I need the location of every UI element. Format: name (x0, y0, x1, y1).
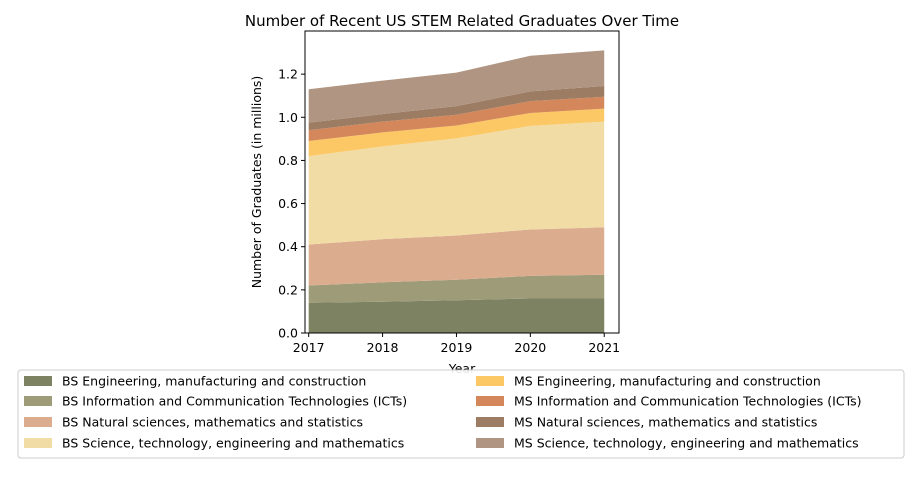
legend-swatch (24, 438, 52, 448)
chart-title: Number of Recent US STEM Related Graduat… (245, 12, 679, 30)
legend-swatch (476, 417, 504, 427)
x-axis: 2017 2018 2019 2020 2021 (293, 333, 620, 355)
legend-item: MS Natural sciences, mathematics and sta… (476, 415, 817, 430)
area-series-group (308, 50, 605, 333)
x-tick-label: 2021 (588, 340, 620, 355)
y-tick-label: 1.2 (278, 67, 298, 82)
y-tick-label: 0.8 (278, 153, 298, 168)
legend-label: BS Science, technology, engineering and … (62, 436, 404, 451)
legend-box (17, 369, 905, 459)
legend-label: MS Science, technology, engineering and … (514, 436, 859, 451)
y-axis: 0.0 0.2 0.4 0.6 0.8 1.0 1.2 (278, 67, 305, 341)
legend-swatch (476, 396, 504, 406)
legend-swatch (24, 396, 52, 406)
area-series-1 (308, 298, 605, 333)
y-axis-label: Number of Graduates (in millions) (249, 76, 264, 289)
area-series-6 (308, 96, 605, 142)
legend-item: BS Natural sciences, mathematics and sta… (24, 415, 363, 430)
area-series-2 (308, 274, 605, 303)
y-tick-label: 0.6 (278, 196, 298, 211)
area-series-5 (308, 108, 605, 157)
legend-label: MS Natural sciences, mathematics and sta… (514, 415, 817, 430)
area-series-3 (308, 227, 605, 286)
legend: BS Engineering, manufacturing and constr… (17, 369, 905, 459)
legend-swatch (24, 376, 52, 386)
y-tick-label: 1.0 (278, 110, 298, 125)
plot-frame (304, 30, 620, 334)
legend-label: BS Information and Communication Technol… (62, 394, 407, 409)
area-series-4 (308, 121, 605, 245)
legend-item: BS Science, technology, engineering and … (24, 436, 404, 451)
legend-label: MS Information and Communication Technol… (514, 394, 862, 409)
legend-swatch (24, 417, 52, 427)
legend-label: MS Engineering, manufacturing and constr… (514, 374, 821, 389)
y-tick-label: 0.0 (278, 326, 298, 341)
legend-item: MS Science, technology, engineering and … (476, 436, 859, 451)
x-tick-label: 2018 (367, 340, 399, 355)
legend-swatch (476, 438, 504, 448)
x-tick-label: 2020 (514, 340, 546, 355)
legend-item: MS Engineering, manufacturing and constr… (476, 374, 821, 389)
legend-label: BS Natural sciences, mathematics and sta… (62, 415, 363, 430)
legend-swatch (476, 376, 504, 386)
area-series-8 (308, 50, 605, 123)
legend-item: BS Engineering, manufacturing and constr… (24, 374, 366, 389)
x-tick-label: 2017 (293, 340, 325, 355)
x-tick-label: 2019 (441, 340, 473, 355)
legend-item: MS Information and Communication Technol… (476, 394, 862, 409)
area-series-7 (308, 86, 605, 131)
legend-label: BS Engineering, manufacturing and constr… (62, 374, 366, 389)
legend-item: BS Information and Communication Technol… (24, 394, 407, 409)
y-tick-label: 0.2 (278, 282, 298, 297)
y-tick-label: 0.4 (278, 239, 298, 254)
